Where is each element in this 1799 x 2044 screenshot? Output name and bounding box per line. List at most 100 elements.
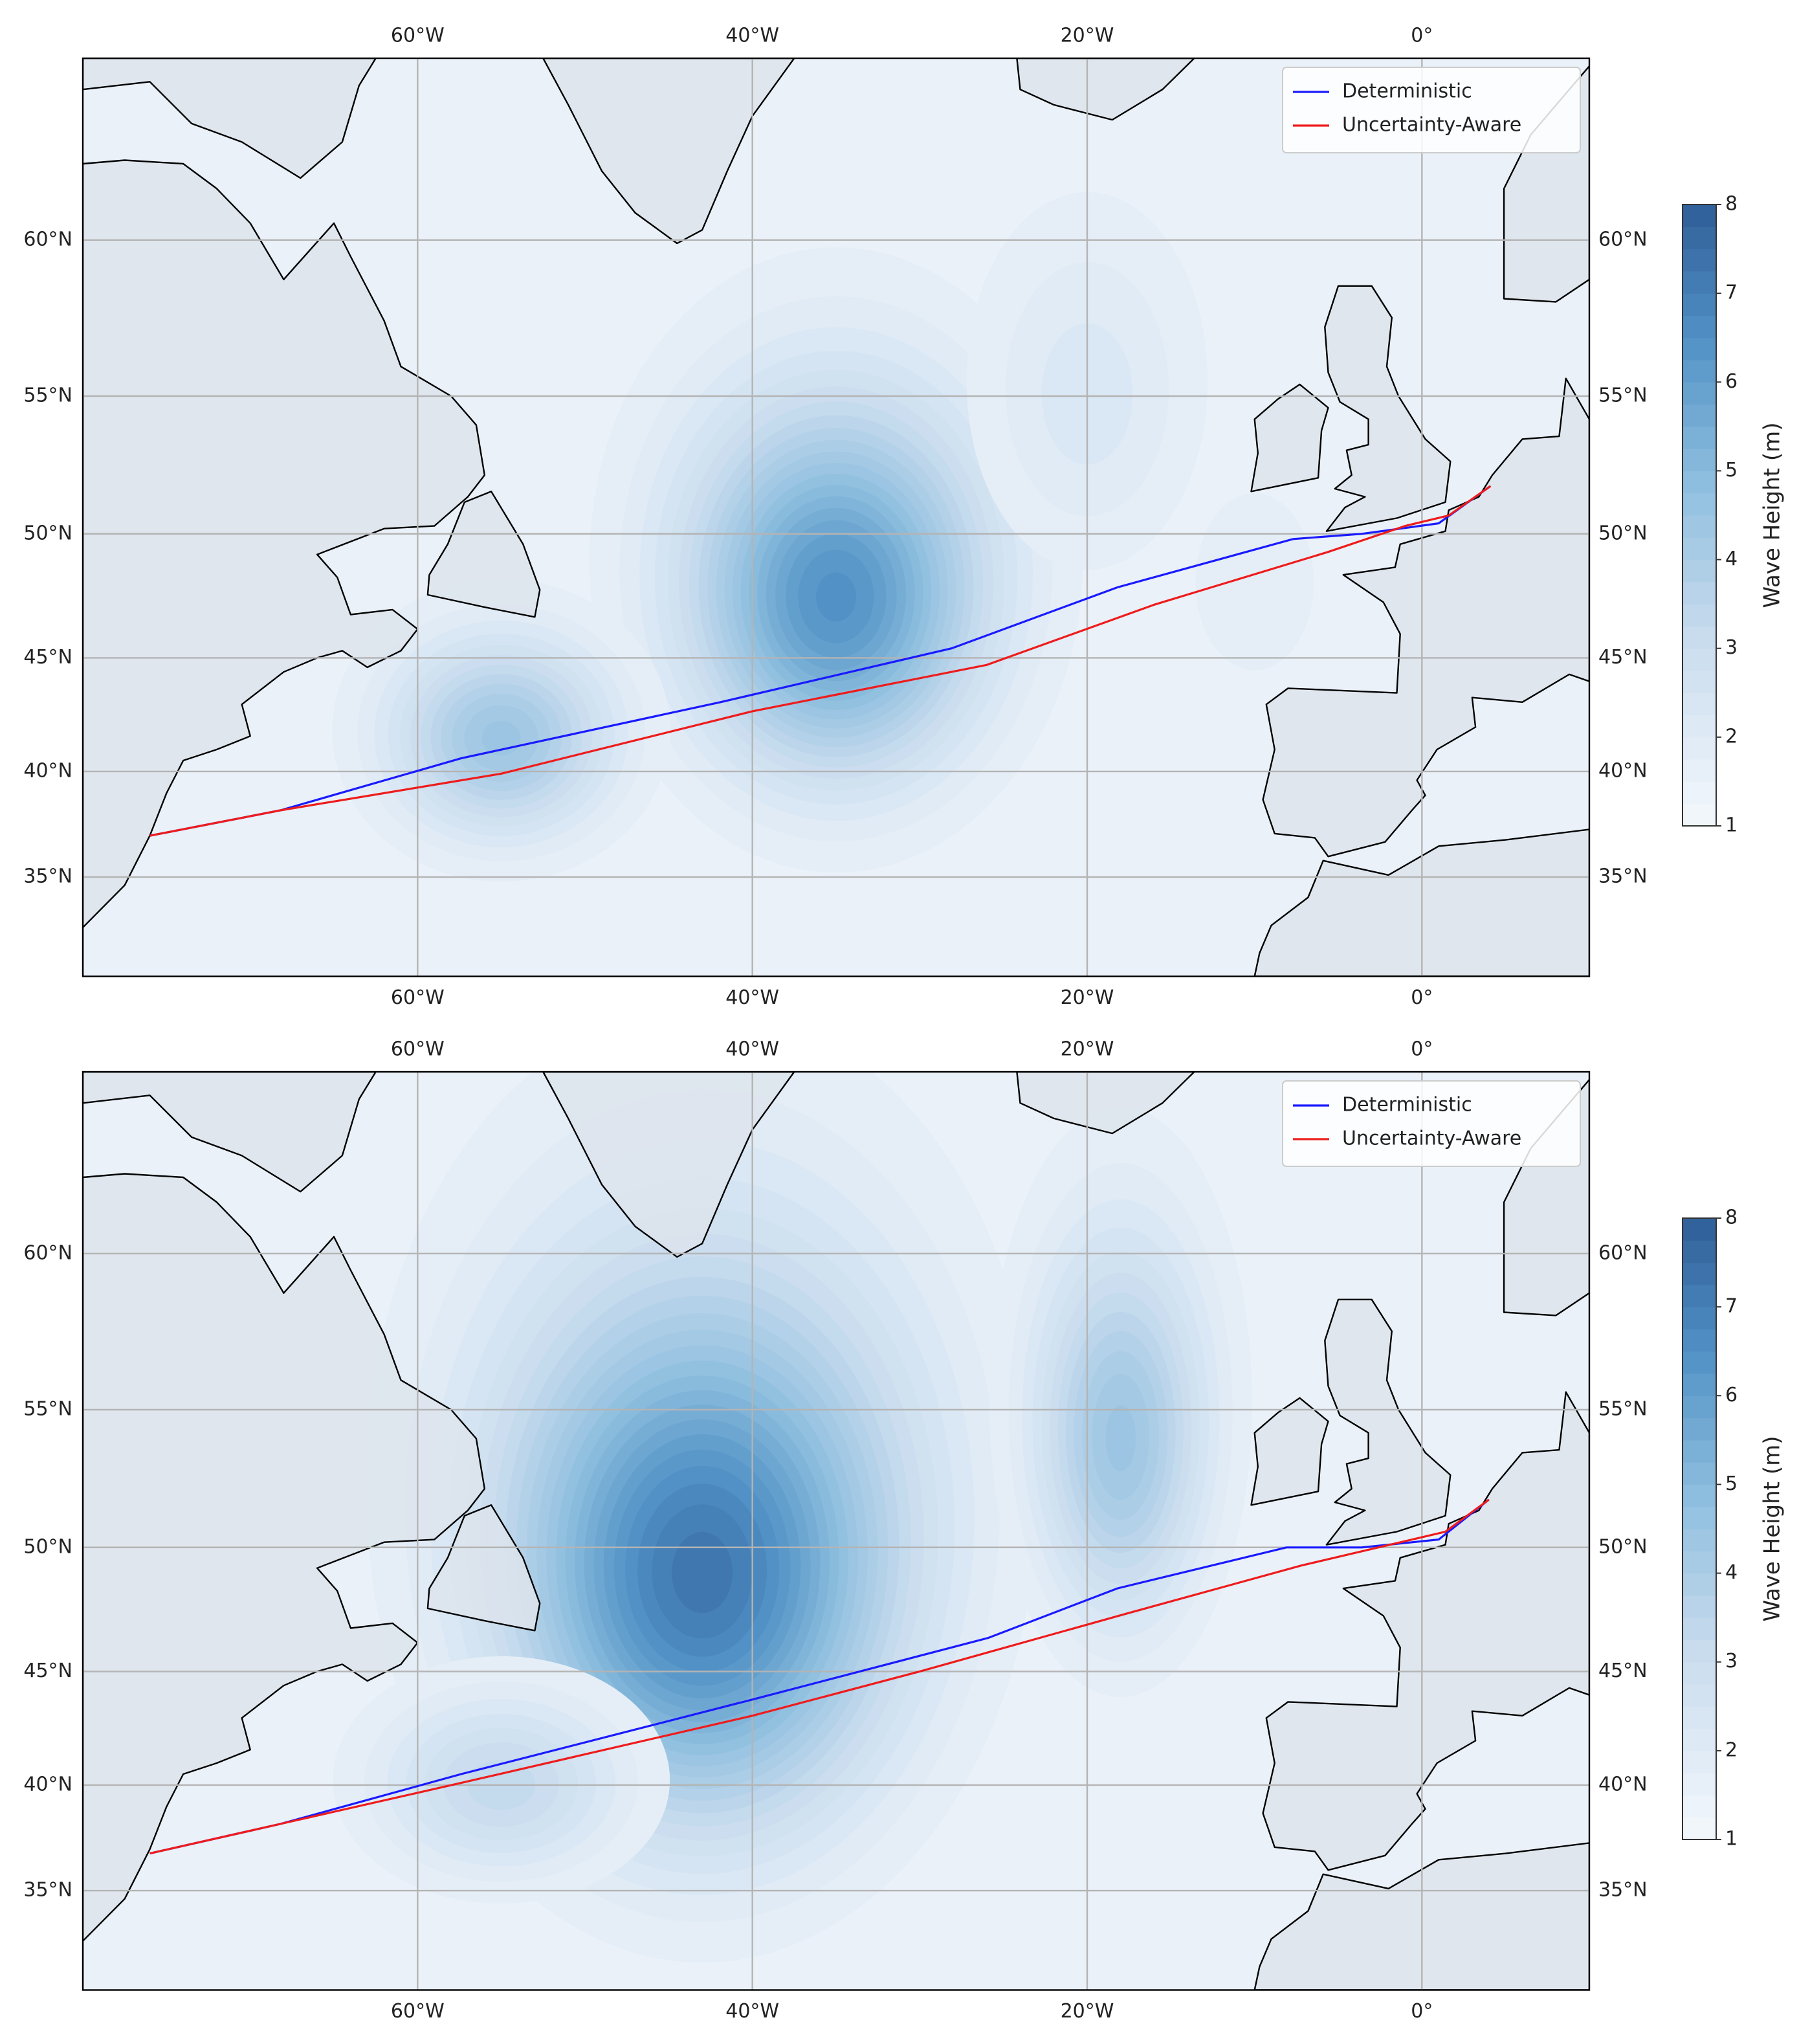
colorbar-frame xyxy=(1682,204,1717,827)
colorbar-label: Wave Height (m) xyxy=(1760,423,1785,608)
colorbar-segment xyxy=(1683,1417,1716,1441)
colorbar-segment xyxy=(1683,1639,1716,1663)
colorbar-segment xyxy=(1683,1661,1716,1685)
y-tick-label: 55°N xyxy=(23,1398,72,1421)
colorbar-segment xyxy=(1683,515,1716,538)
y-tick-label: 40°N xyxy=(1598,759,1648,782)
wave-contour xyxy=(1105,1405,1136,1471)
colorbar-tick-label: 1 xyxy=(1725,814,1738,837)
colorbar-segment xyxy=(1683,337,1716,361)
x-tick-label: 20°W xyxy=(1061,2000,1114,2023)
map-area xyxy=(83,58,1589,977)
y-tick-label: 45°N xyxy=(23,646,72,669)
colorbar-segment xyxy=(1683,1529,1716,1551)
y-tick-label: 35°N xyxy=(1598,1879,1648,1902)
colorbar-segment xyxy=(1683,1617,1716,1640)
colorbar-segment xyxy=(1683,315,1716,339)
y-tick-label: 50°N xyxy=(1598,522,1648,544)
colorbar-tick-label: 8 xyxy=(1725,193,1738,216)
colorbar-segment xyxy=(1683,293,1716,316)
colorbar-segment xyxy=(1683,1706,1716,1729)
coastline xyxy=(1016,58,1195,121)
colorbar-tick-label: 3 xyxy=(1725,1650,1738,1672)
colorbar-segment xyxy=(1683,426,1716,449)
colorbar-segment xyxy=(1683,1218,1716,1241)
y-tick-label: 40°N xyxy=(23,759,72,782)
y-tick-label: 60°N xyxy=(23,228,72,250)
colorbar-tick-label: 3 xyxy=(1725,636,1738,659)
x-tick-label: 40°W xyxy=(725,986,779,1009)
colorbar-tick-label: 8 xyxy=(1725,1206,1738,1229)
coastline xyxy=(83,159,485,977)
colorbar-segment xyxy=(1683,581,1716,605)
colorbar-segment xyxy=(1683,648,1716,671)
colorbar-segment xyxy=(1683,205,1716,227)
colorbar-tick-label: 4 xyxy=(1725,548,1738,570)
colorbar-segment xyxy=(1683,1484,1716,1507)
legend-box xyxy=(1282,67,1581,153)
legend-box xyxy=(1282,1080,1581,1167)
x-tick-label: 40°W xyxy=(725,25,779,47)
x-tick-label: 0° xyxy=(1411,25,1433,47)
colorbar-tick-label: 6 xyxy=(1725,1384,1738,1406)
colorbar-segment xyxy=(1683,537,1716,561)
coastline xyxy=(83,1173,485,1990)
y-tick-label: 40°N xyxy=(1598,1773,1648,1795)
y-tick-label: 55°N xyxy=(23,384,72,407)
colorbar-segment xyxy=(1683,1750,1716,1773)
colorbar-segment xyxy=(1683,227,1716,250)
colorbar-segment xyxy=(1683,781,1716,805)
x-tick-label: 40°W xyxy=(725,2000,779,2023)
route xyxy=(149,1498,1490,1855)
colorbar-segment xyxy=(1683,1684,1716,1707)
colorbar-segment xyxy=(1683,1395,1716,1419)
colorbar-segment xyxy=(1683,271,1716,294)
coastline xyxy=(542,1072,795,1258)
colorbar-tick-label: 5 xyxy=(1725,459,1738,482)
coastline xyxy=(1250,383,1329,493)
x-tick-label: 0° xyxy=(1411,2000,1433,2023)
y-tick-label: 60°N xyxy=(23,1241,72,1264)
colorbar-segment xyxy=(1683,737,1716,760)
colorbar-segment xyxy=(1683,449,1716,471)
colorbar-segment xyxy=(1683,471,1716,494)
y-tick-label: 45°N xyxy=(23,1660,72,1682)
colorbar-tick-label: 1 xyxy=(1725,1828,1738,1850)
colorbar-tick-label: 5 xyxy=(1725,1472,1738,1495)
colorbar-segment xyxy=(1683,1795,1716,1818)
colorbar-segment xyxy=(1683,360,1716,383)
y-tick-label: 55°N xyxy=(1598,384,1648,407)
colorbar-segment xyxy=(1683,604,1716,627)
coastline xyxy=(426,491,541,618)
x-tick-label: 20°W xyxy=(1061,1038,1114,1061)
x-tick-label: 60°W xyxy=(391,986,445,1009)
colorbar-segment xyxy=(1683,1551,1716,1574)
colorbar-segment xyxy=(1683,1240,1716,1263)
y-tick-label: 35°N xyxy=(1598,865,1648,888)
colorbar-segment xyxy=(1683,1284,1716,1307)
colorbar-label: Wave Height (m) xyxy=(1760,1436,1785,1622)
wave-contour xyxy=(672,1531,733,1614)
colorbar-segment xyxy=(1683,1595,1716,1618)
colorbar-segment xyxy=(1683,1773,1716,1795)
y-tick-label: 45°N xyxy=(1598,1660,1648,1682)
y-tick-label: 50°N xyxy=(1598,1535,1648,1558)
map-frame xyxy=(82,57,1591,977)
colorbar-segment xyxy=(1683,249,1716,272)
coastline xyxy=(1250,1397,1329,1506)
y-tick-label: 45°N xyxy=(1598,646,1648,669)
colorbar-segment xyxy=(1683,1373,1716,1396)
coastline xyxy=(1324,285,1451,532)
route xyxy=(149,485,1492,837)
colorbar-segment xyxy=(1683,1573,1716,1596)
x-tick-label: 60°W xyxy=(391,25,445,47)
y-tick-label: 40°N xyxy=(23,1773,72,1795)
colorbar-segment xyxy=(1683,1351,1716,1374)
colorbar-tick-label: 2 xyxy=(1725,1739,1738,1761)
y-tick-label: 55°N xyxy=(1598,1398,1648,1421)
map-frame xyxy=(82,1071,1591,1991)
y-tick-label: 50°N xyxy=(23,522,72,544)
y-tick-label: 35°N xyxy=(23,1879,72,1902)
colorbar-segment xyxy=(1683,1728,1716,1751)
